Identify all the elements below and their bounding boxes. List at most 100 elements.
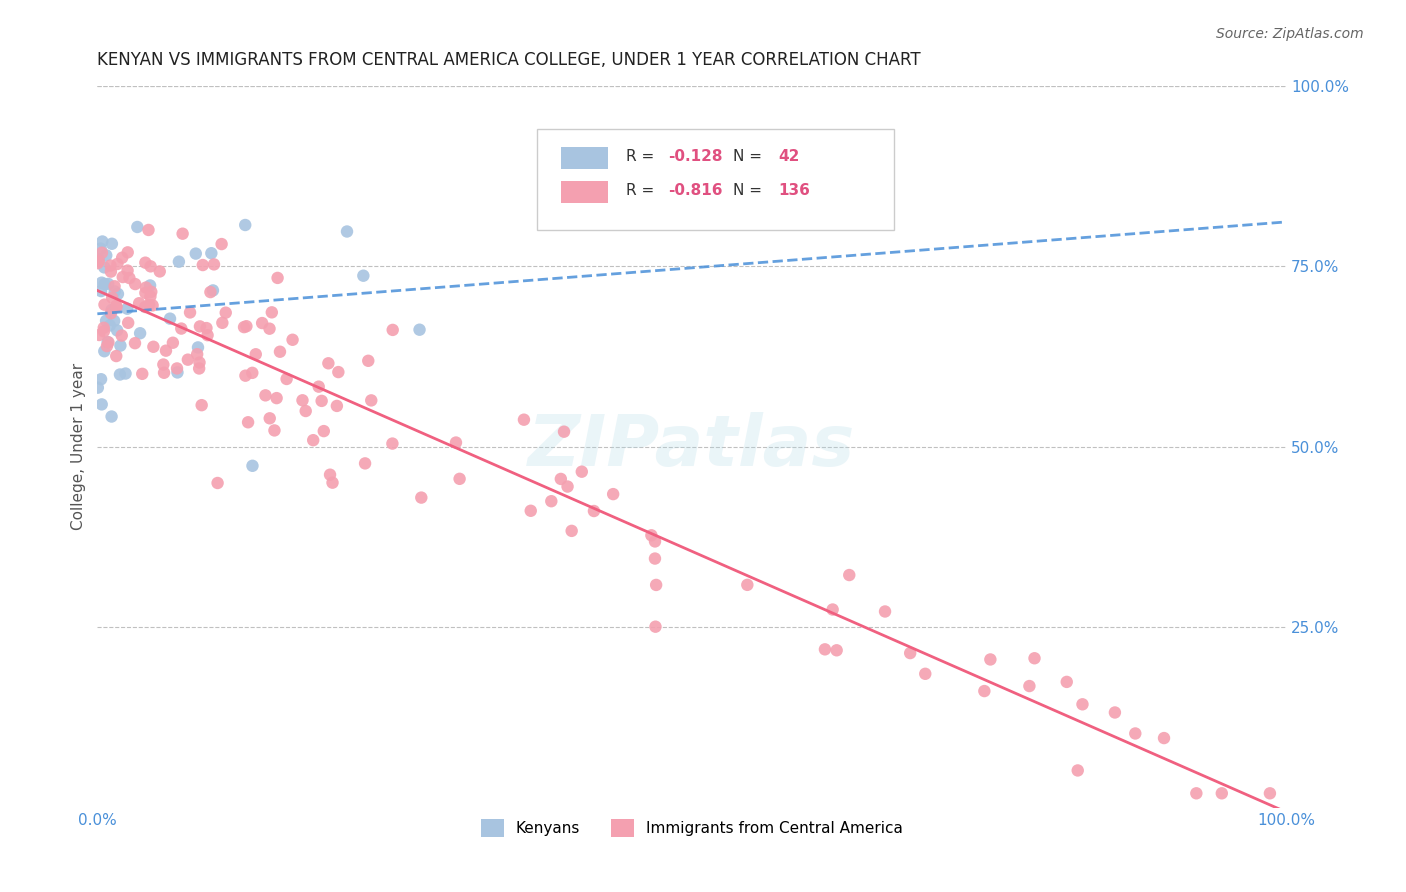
Point: [319, 467, 342, 482]
Text: -0.128: -0.128: [668, 149, 723, 164]
Point: [602, 487, 624, 501]
Point: [134, 285, 156, 300]
Point: [311, 393, 333, 408]
Point: [134, 255, 156, 269]
Point: [139, 289, 162, 303]
Point: [814, 642, 837, 657]
Point: [737, 578, 759, 592]
Point: [302, 433, 325, 447]
Point: [825, 643, 848, 657]
Point: [898, 646, 921, 660]
Point: [105, 300, 128, 314]
Point: [87, 381, 110, 395]
Point: [644, 534, 666, 549]
Text: 42: 42: [779, 149, 800, 164]
Point: [100, 306, 122, 320]
Point: [1123, 726, 1146, 740]
Point: [233, 218, 256, 232]
Point: [207, 475, 229, 490]
FancyBboxPatch shape: [561, 147, 609, 169]
Point: [111, 270, 134, 285]
Point: [108, 368, 131, 382]
Point: [1211, 786, 1233, 800]
Point: [645, 578, 668, 592]
Point: [197, 328, 219, 343]
Point: [312, 424, 335, 438]
Text: 136: 136: [779, 183, 810, 198]
Point: [408, 323, 430, 337]
Point: [152, 358, 174, 372]
Point: [411, 491, 433, 505]
Point: [582, 504, 605, 518]
Point: [381, 436, 404, 450]
Point: [90, 242, 112, 256]
Point: [838, 568, 860, 582]
Point: [105, 349, 128, 363]
Point: [449, 472, 471, 486]
Point: [540, 494, 562, 508]
Point: [644, 551, 666, 566]
Point: [1153, 731, 1175, 745]
Point: [124, 277, 146, 291]
Text: -0.816: -0.816: [668, 183, 723, 198]
Point: [821, 602, 844, 616]
Point: [90, 372, 112, 386]
Point: [135, 280, 157, 294]
Point: [266, 391, 288, 405]
Point: [118, 271, 141, 285]
Text: N =: N =: [734, 183, 768, 198]
Point: [167, 254, 190, 268]
Point: [149, 264, 172, 278]
Point: [235, 368, 257, 383]
Point: [94, 314, 117, 328]
Point: [124, 336, 146, 351]
Point: [336, 225, 359, 239]
Point: [259, 411, 281, 425]
Point: [104, 285, 127, 299]
Point: [90, 284, 112, 298]
Point: [187, 340, 209, 354]
Y-axis label: College, Under 1 year: College, Under 1 year: [72, 363, 86, 530]
FancyBboxPatch shape: [537, 128, 894, 230]
Point: [166, 361, 188, 376]
Point: [188, 361, 211, 376]
Point: [873, 605, 896, 619]
Point: [129, 326, 152, 341]
Point: [100, 409, 122, 424]
Point: [172, 227, 194, 241]
Point: [89, 328, 111, 343]
Point: [233, 320, 256, 334]
Point: [201, 284, 224, 298]
Point: [188, 319, 211, 334]
Text: KENYAN VS IMMIGRANTS FROM CENTRAL AMERICA COLLEGE, UNDER 1 YEAR CORRELATION CHAR: KENYAN VS IMMIGRANTS FROM CENTRAL AMERIC…: [97, 51, 921, 69]
Point: [87, 254, 110, 268]
Point: [211, 316, 233, 330]
Point: [1018, 679, 1040, 693]
Point: [153, 366, 176, 380]
Point: [107, 286, 129, 301]
Point: [90, 245, 112, 260]
Point: [87, 256, 110, 270]
Point: [186, 347, 208, 361]
Point: [242, 458, 264, 473]
Point: [245, 347, 267, 361]
Point: [291, 393, 314, 408]
Point: [100, 303, 122, 318]
Point: [155, 343, 177, 358]
Point: [1067, 764, 1090, 778]
Point: [644, 620, 666, 634]
Point: [202, 257, 225, 271]
Point: [105, 299, 128, 313]
Point: [111, 251, 134, 265]
Point: [90, 276, 112, 290]
Point: [93, 277, 115, 291]
Point: [101, 291, 124, 305]
Point: [114, 367, 136, 381]
Point: [1024, 651, 1046, 665]
Point: [100, 264, 122, 278]
Point: [117, 316, 139, 330]
Point: [105, 323, 128, 337]
Point: [110, 338, 132, 352]
Legend: Kenyans, Immigrants from Central America: Kenyans, Immigrants from Central America: [474, 813, 908, 844]
Point: [561, 524, 583, 538]
